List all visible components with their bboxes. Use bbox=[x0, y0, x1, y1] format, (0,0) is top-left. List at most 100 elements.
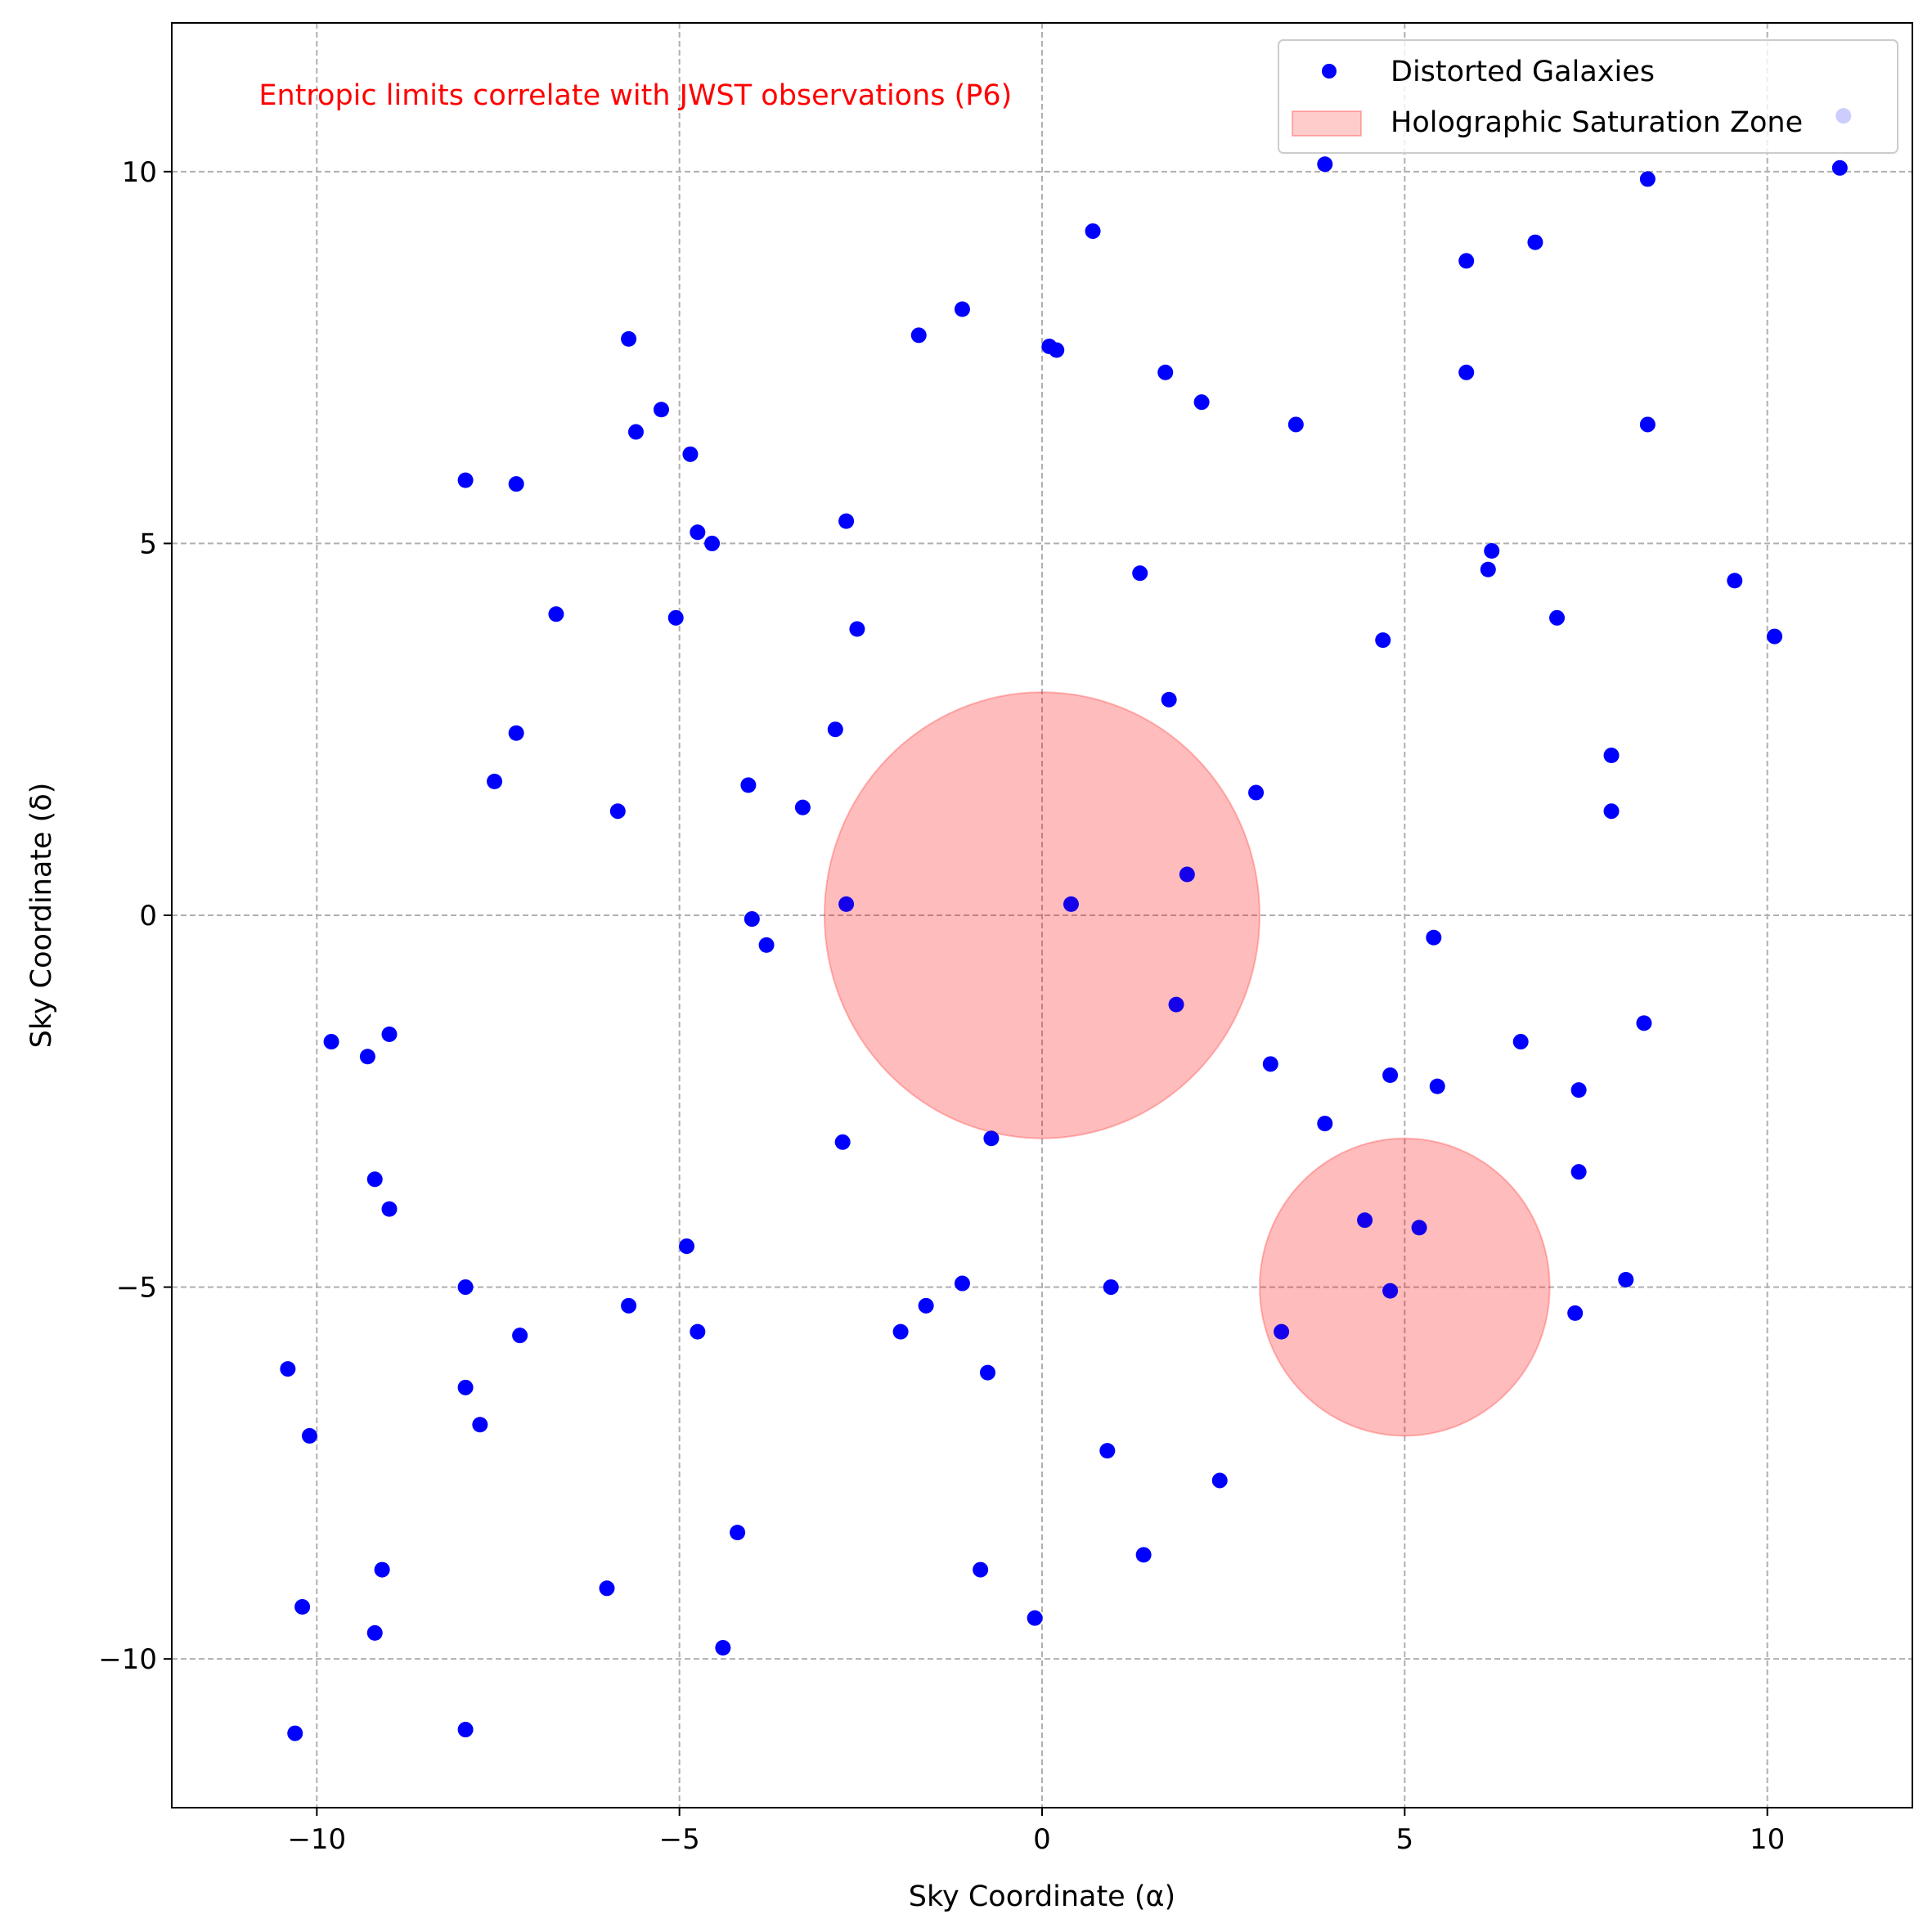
galaxy-point bbox=[1527, 234, 1543, 250]
galaxy-point bbox=[1603, 803, 1620, 820]
galaxy-point bbox=[1618, 1271, 1634, 1287]
saturation-zone bbox=[1259, 1137, 1551, 1437]
galaxy-point bbox=[667, 609, 684, 626]
galaxy-point bbox=[457, 1279, 474, 1296]
galaxy-point bbox=[1274, 1323, 1290, 1340]
galaxy-point bbox=[730, 1525, 746, 1541]
galaxy-point bbox=[1049, 342, 1065, 358]
galaxy-point bbox=[715, 1640, 731, 1656]
galaxy-point bbox=[1570, 1082, 1587, 1099]
legend-marker-zone bbox=[1292, 110, 1362, 137]
galaxy-point bbox=[1480, 561, 1496, 577]
legend-box bbox=[1278, 39, 1898, 154]
galaxy-point bbox=[1639, 416, 1656, 433]
annotation-text: Entropic limits correlate with JWST obse… bbox=[258, 79, 1012, 112]
galaxy-point bbox=[838, 513, 855, 529]
galaxy-point bbox=[704, 535, 721, 551]
galaxy-point bbox=[1357, 1212, 1373, 1229]
legend-label-zone: Holographic Saturation Zone bbox=[1391, 106, 1803, 139]
galaxy-point bbox=[548, 606, 564, 622]
galaxy-point bbox=[621, 1297, 637, 1314]
galaxy-point bbox=[679, 1238, 695, 1255]
galaxy-point bbox=[1426, 929, 1442, 946]
galaxy-point bbox=[1567, 1305, 1584, 1321]
galaxy-point bbox=[682, 446, 699, 462]
galaxy-point bbox=[1484, 543, 1500, 559]
x-tick-label: 0 bbox=[1033, 1823, 1051, 1856]
galaxy-point bbox=[457, 472, 474, 488]
saturation-zones bbox=[824, 691, 1551, 1437]
galaxy-point bbox=[323, 1034, 339, 1050]
galaxy-point bbox=[918, 1297, 934, 1314]
galaxy-point bbox=[1317, 156, 1333, 173]
galaxy-points bbox=[280, 108, 1852, 1741]
galaxy-point bbox=[954, 1275, 970, 1292]
galaxy-point bbox=[1179, 866, 1195, 883]
legend-marker-galaxies bbox=[1322, 64, 1337, 79]
galaxy-point bbox=[366, 1171, 383, 1188]
galaxy-point bbox=[1382, 1283, 1399, 1299]
galaxy-point bbox=[1570, 1164, 1587, 1180]
galaxy-point bbox=[1727, 573, 1743, 589]
galaxy-point bbox=[910, 327, 927, 344]
galaxy-point bbox=[654, 402, 669, 418]
y-tick-label: 10 bbox=[122, 156, 157, 189]
galaxy-point bbox=[1099, 1443, 1116, 1459]
galaxy-point bbox=[366, 1624, 383, 1641]
galaxy-point bbox=[1103, 1279, 1119, 1296]
galaxy-point bbox=[1317, 1116, 1333, 1132]
galaxy-point bbox=[599, 1580, 615, 1597]
galaxy-point bbox=[457, 1379, 474, 1395]
galaxy-point bbox=[1549, 609, 1566, 626]
x-tick-label: −5 bbox=[659, 1823, 700, 1856]
galaxy-point bbox=[1132, 565, 1148, 582]
galaxy-point bbox=[287, 1725, 303, 1741]
galaxy-point bbox=[1831, 160, 1848, 176]
galaxy-point bbox=[690, 1323, 706, 1340]
legend-label-galaxies: Distorted Galaxies bbox=[1391, 56, 1655, 88]
x-axis-label: Sky Coordinate (α) bbox=[909, 1880, 1175, 1913]
y-tick-label: −10 bbox=[98, 1643, 157, 1676]
galaxy-point bbox=[1135, 1547, 1152, 1563]
galaxy-point bbox=[740, 777, 757, 793]
galaxy-point bbox=[1211, 1472, 1228, 1489]
galaxy-point bbox=[472, 1417, 488, 1433]
galaxy-point bbox=[690, 524, 706, 541]
galaxy-point bbox=[973, 1561, 989, 1578]
galaxy-point bbox=[1639, 171, 1656, 187]
y-tick-label: −5 bbox=[116, 1272, 157, 1305]
y-tick-label: 0 bbox=[139, 900, 157, 932]
x-tick-label: −10 bbox=[287, 1823, 346, 1856]
galaxy-point bbox=[892, 1323, 909, 1340]
galaxy-point bbox=[1767, 628, 1783, 645]
galaxy-point bbox=[1063, 896, 1079, 912]
galaxy-point bbox=[1248, 784, 1265, 801]
galaxy-point bbox=[1411, 1220, 1427, 1236]
galaxy-point bbox=[1193, 394, 1210, 411]
galaxy-point bbox=[381, 1201, 398, 1217]
galaxy-point bbox=[758, 937, 775, 953]
y-axis-label: Sky Coordinate (δ) bbox=[25, 783, 58, 1049]
galaxy-point bbox=[487, 773, 503, 789]
galaxy-point bbox=[794, 799, 811, 815]
galaxy-point bbox=[457, 1722, 474, 1738]
galaxy-point bbox=[381, 1026, 398, 1042]
legend: Distorted Galaxies Holographic Saturatio… bbox=[1278, 39, 1898, 154]
galaxy-point bbox=[359, 1049, 375, 1065]
galaxy-point bbox=[954, 301, 970, 317]
galaxy-point bbox=[609, 803, 626, 820]
galaxy-point bbox=[294, 1599, 311, 1615]
galaxy-point bbox=[1512, 1034, 1529, 1050]
saturation-zone-overlay bbox=[824, 692, 1260, 1139]
saturation-zone-overlay bbox=[1260, 1138, 1550, 1436]
galaxy-point bbox=[983, 1130, 1000, 1147]
galaxy-point bbox=[1382, 1067, 1399, 1083]
y-tick-label: 5 bbox=[139, 528, 157, 560]
galaxy-point bbox=[834, 1134, 851, 1150]
saturation-zone bbox=[824, 691, 1260, 1139]
galaxy-point bbox=[1636, 1015, 1652, 1031]
galaxy-point bbox=[1603, 748, 1620, 764]
galaxy-point bbox=[1287, 416, 1304, 433]
galaxy-point bbox=[744, 911, 760, 928]
